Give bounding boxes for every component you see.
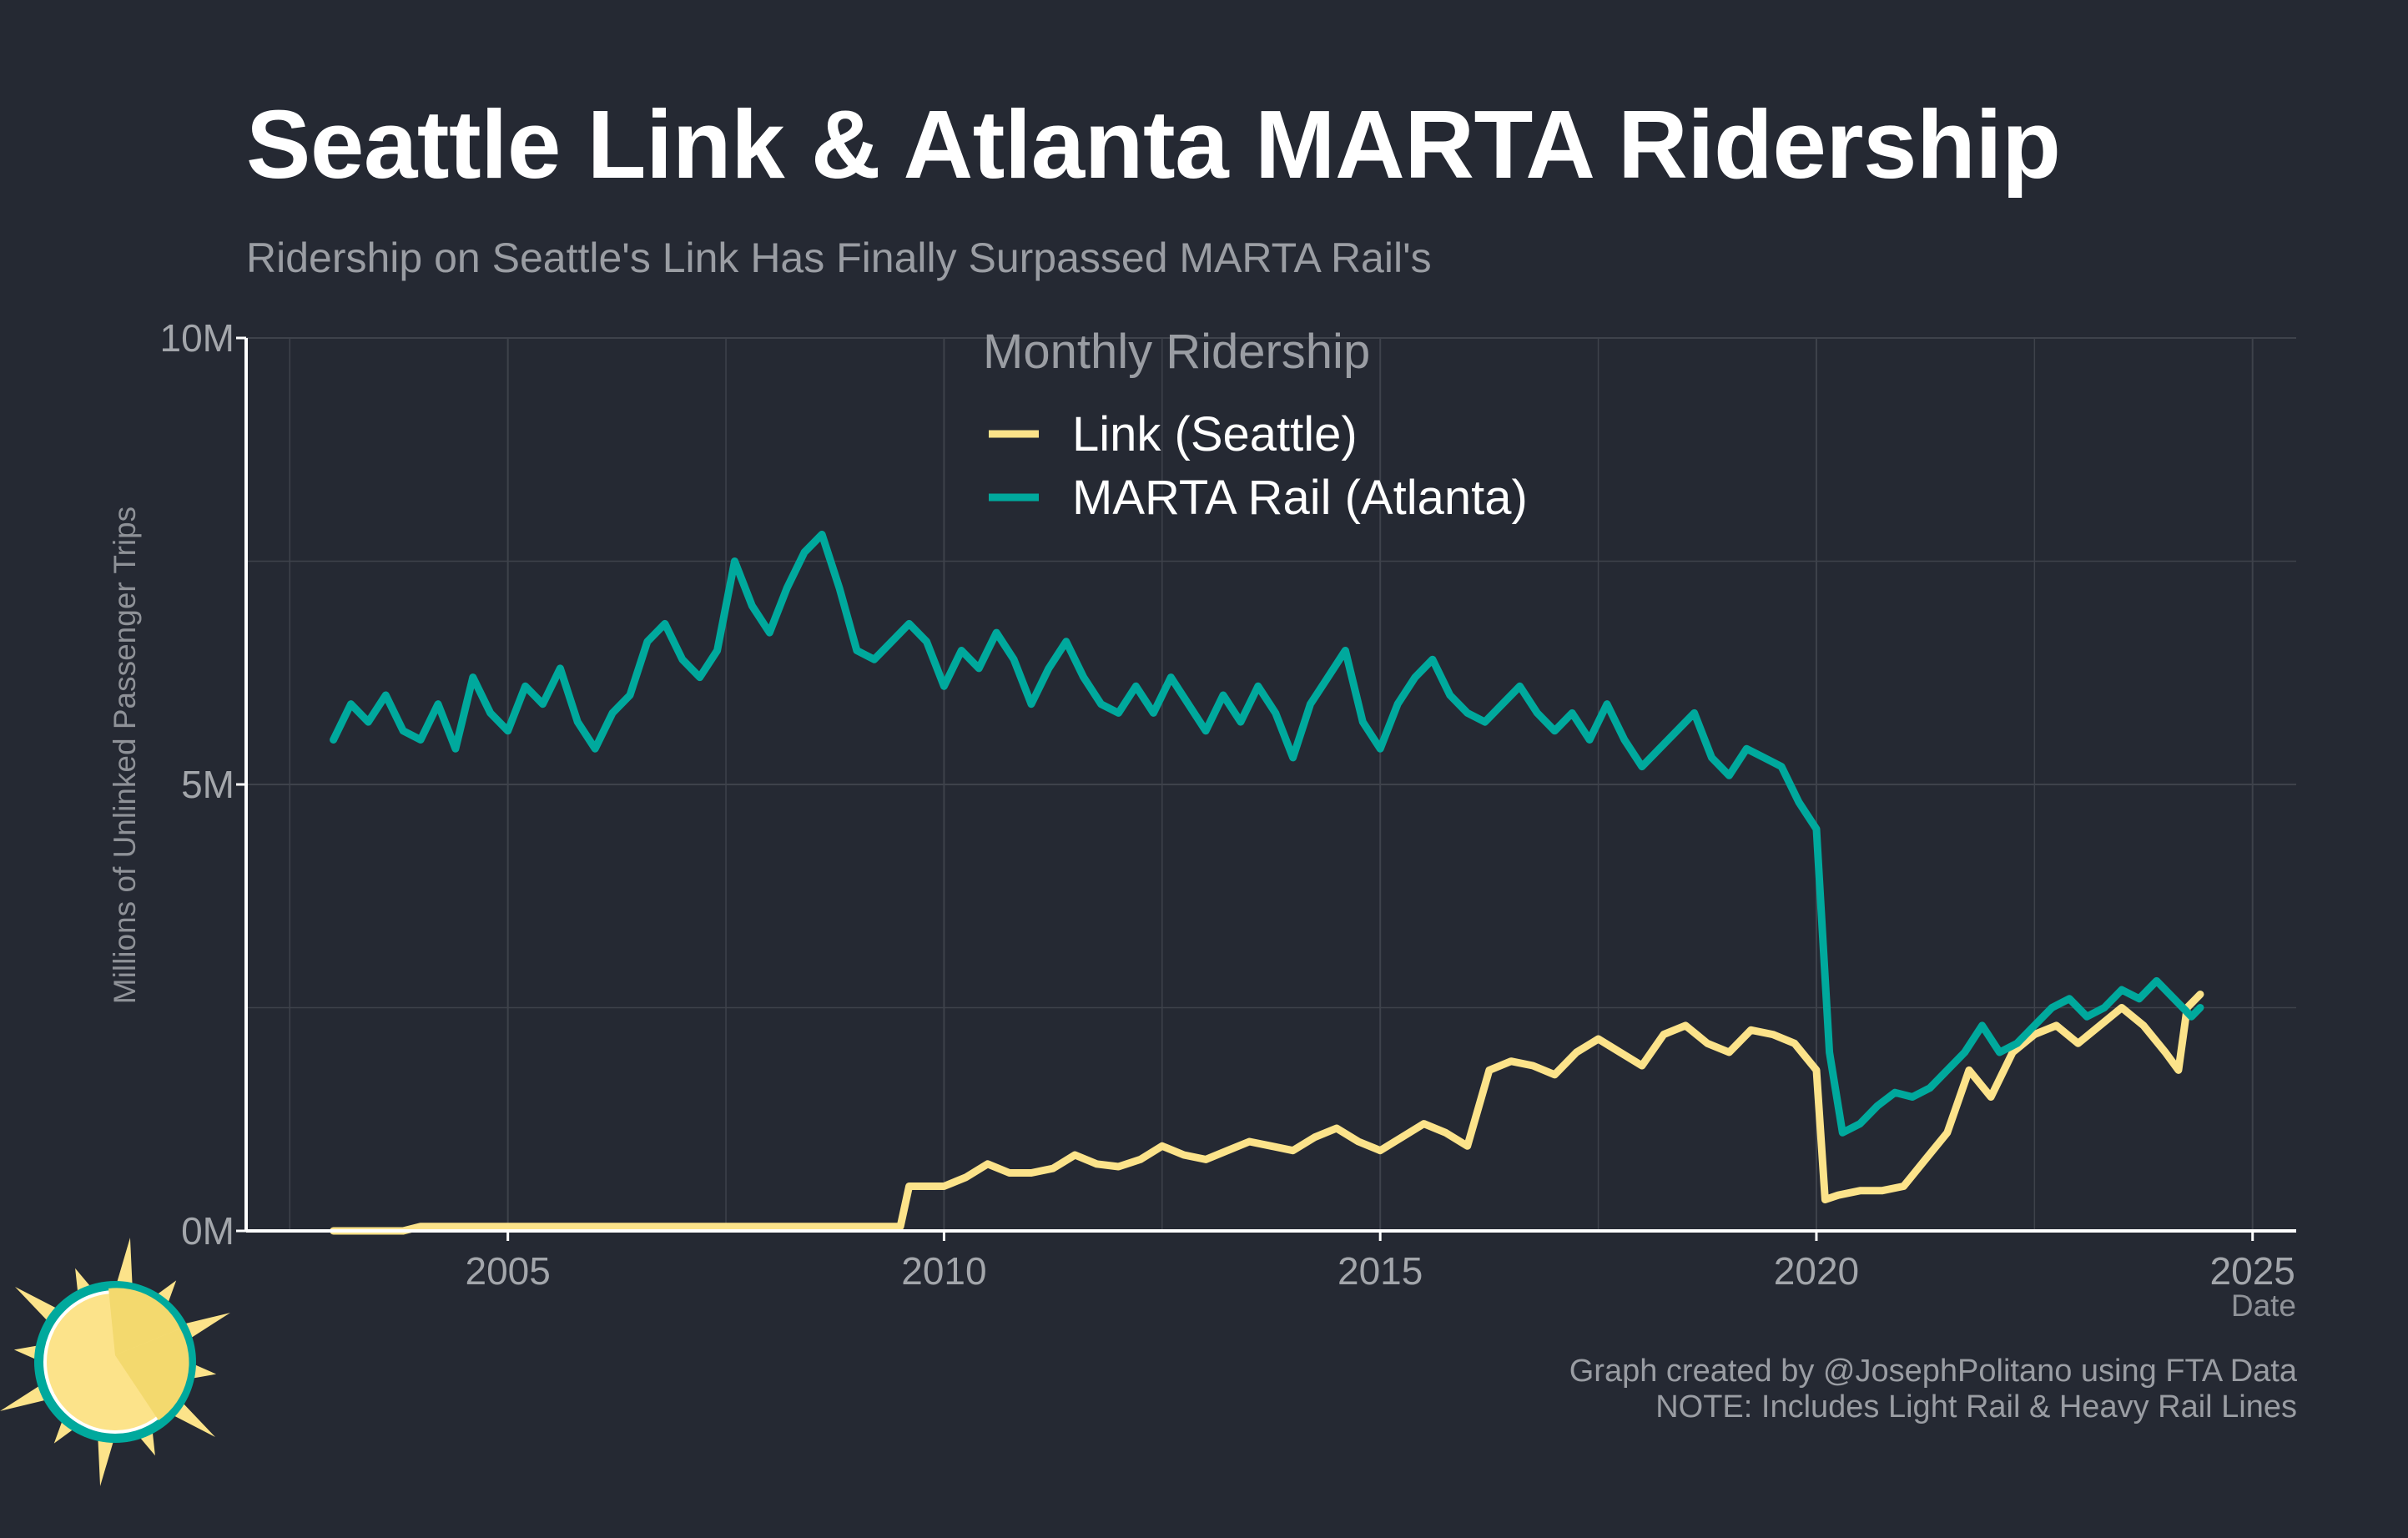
sun-ray [115, 1238, 133, 1291]
legend-label: MARTA Rail (Atlanta) [1072, 471, 1528, 525]
y-tick-label: 10M [160, 316, 234, 360]
sun-ray [98, 1433, 115, 1486]
logo-sun-segment [108, 1288, 180, 1355]
logo-sun-segment [115, 1329, 189, 1420]
series-lines [330, 530, 2204, 1235]
legend-title: Monthly Ridership [983, 325, 1370, 379]
legend: Monthly Ridership Link (Seattle) MARTA Rai… [983, 325, 1528, 525]
x-tick-label: 2020 [1774, 1249, 1859, 1293]
series-line-link-seattle [330, 991, 2204, 1235]
x-tick-label: 2015 [1337, 1249, 1423, 1293]
legend-label: Link (Seattle) [1072, 407, 1358, 461]
x-tick-label: 2010 [901, 1249, 986, 1293]
chart-subtitle: Ridership on Seattle's Link Has Finally … [246, 234, 1432, 281]
x-tick-label: 2025 [2210, 1249, 2295, 1293]
y-tick-label: 5M [181, 763, 234, 806]
sun-logo-icon [0, 1238, 230, 1486]
caption-note: NOTE: Includes Light Rail & Heavy Rail L… [1655, 1389, 2297, 1425]
series-line-marta-atlanta [330, 530, 2204, 1137]
chart-title: Seattle Link & Atlanta MARTA Ridership [246, 90, 2061, 199]
y-axis-title: Millions of Unlinked Passenger Trips [108, 507, 142, 1004]
x-tick-label: 2005 [465, 1249, 550, 1293]
sun-ray [0, 1382, 52, 1411]
y-tick-label: 0M [181, 1209, 234, 1253]
axes [236, 336, 2296, 1241]
x-axis-title: Date [2231, 1288, 2296, 1323]
caption-source: Graph created by @JosephPolitano using F… [1569, 1354, 2297, 1389]
sun-ray [179, 1313, 230, 1342]
